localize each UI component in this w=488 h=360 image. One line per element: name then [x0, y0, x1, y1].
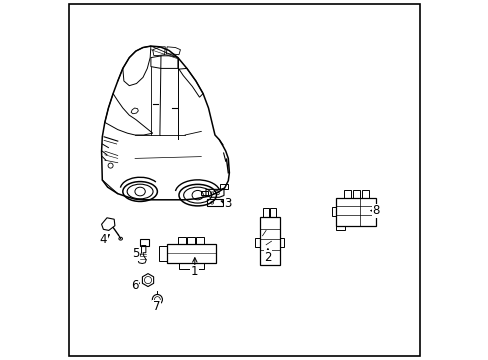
Bar [140, 239, 148, 246]
Bar [220, 184, 227, 189]
Text: 3: 3 [224, 197, 231, 210]
Bar [352, 190, 359, 198]
Bar [178, 237, 185, 244]
Bar [331, 207, 335, 216]
Bar [166, 244, 215, 263]
Text: 2: 2 [264, 251, 271, 264]
Bar [270, 208, 276, 217]
Bar [255, 238, 259, 247]
Bar [178, 263, 203, 269]
Bar [196, 237, 203, 244]
Bar [159, 246, 166, 261]
Text: 6: 6 [131, 279, 138, 292]
Bar [263, 208, 268, 217]
Bar [335, 226, 344, 230]
Bar [335, 198, 375, 226]
Text: 8: 8 [371, 204, 379, 217]
Bar [259, 217, 279, 265]
Bar [201, 191, 207, 195]
Bar [362, 190, 368, 198]
Bar [344, 190, 350, 198]
Bar [279, 238, 284, 247]
Text: 1: 1 [191, 265, 198, 278]
Bar [186, 237, 194, 244]
Bar [206, 199, 223, 206]
Text: 5: 5 [132, 247, 139, 260]
Text: 4: 4 [100, 233, 107, 246]
Text: 7: 7 [152, 300, 160, 313]
